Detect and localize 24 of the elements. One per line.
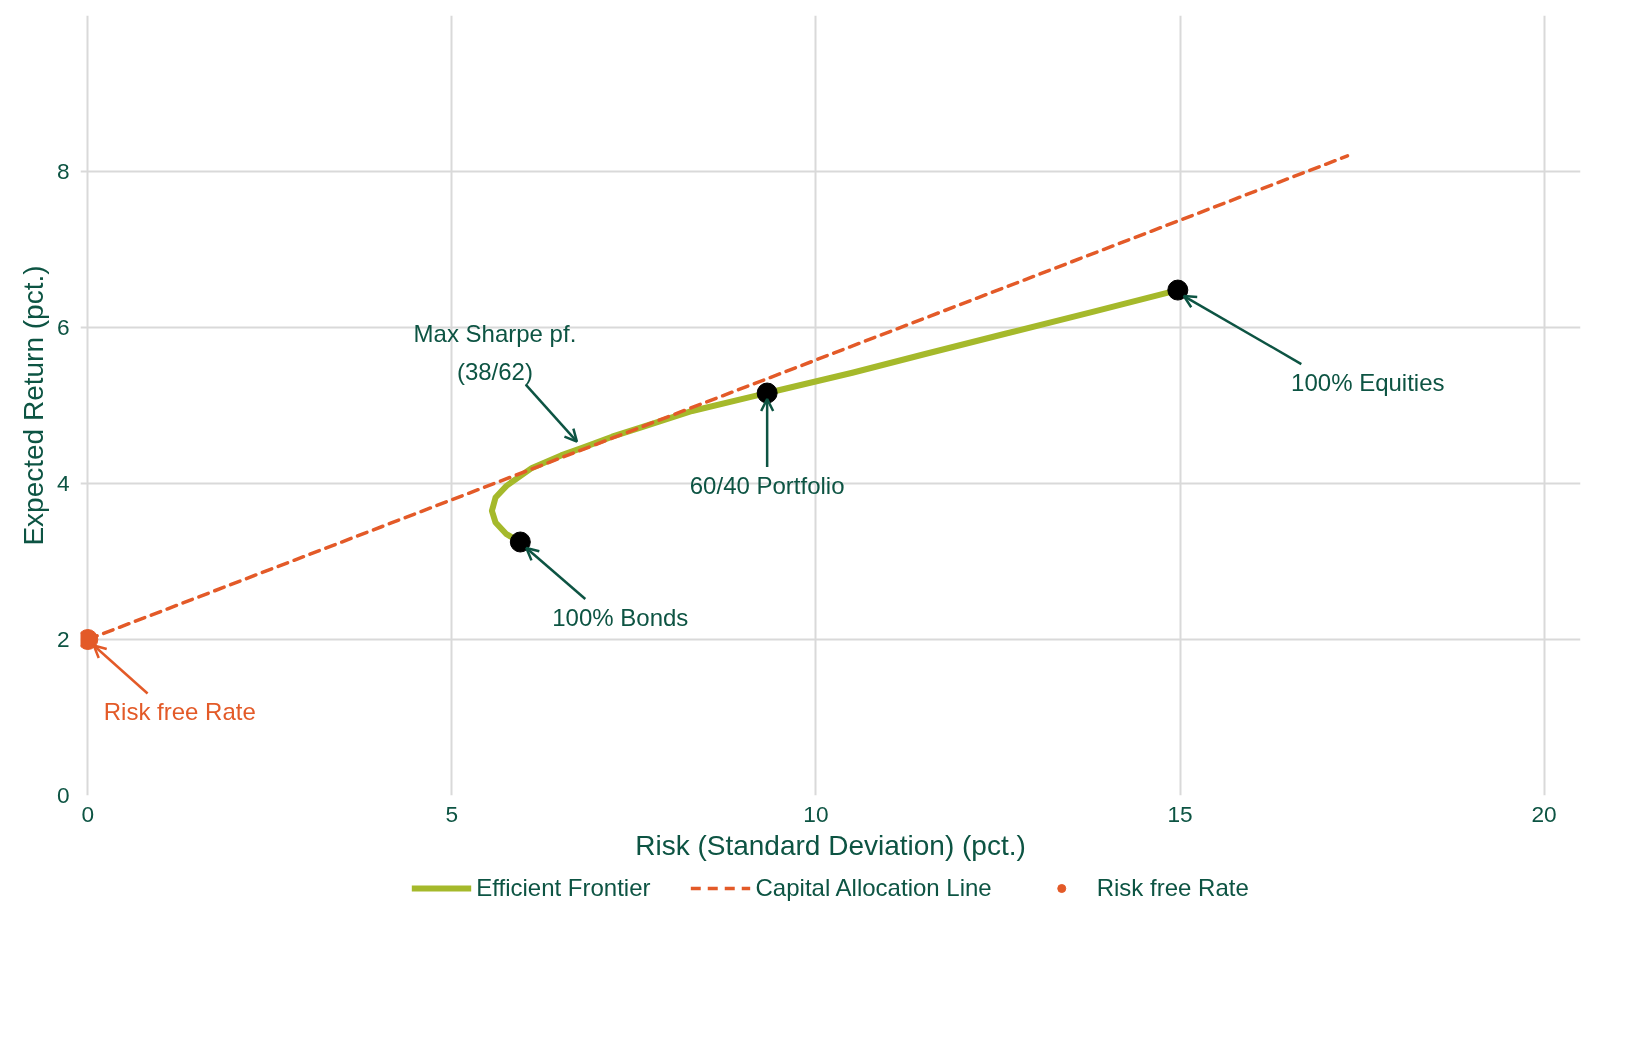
- annotation: 60/40 Portfolio: [689, 471, 845, 499]
- y-axis-title: Expected Return (pct.): [17, 265, 49, 546]
- y-tick-label: 6: [56, 314, 70, 340]
- point: [80, 629, 99, 650]
- annotation: Max Sharpe pf. (38/62): [413, 320, 577, 386]
- legend-label: Risk free Rate: [1096, 874, 1249, 902]
- x-tick-label: 0: [81, 800, 95, 827]
- x-tick-label: 15: [1167, 800, 1193, 827]
- point: [509, 531, 531, 553]
- legend-label: Efficient Frontier: [476, 874, 651, 902]
- x-tick-label: 20: [1531, 800, 1557, 827]
- y-tick-label: 4: [56, 470, 70, 496]
- annotation: 100% Equities: [1291, 368, 1445, 396]
- x-axis-title: Risk (Standard Deviation) (pct.): [635, 829, 1026, 861]
- annotation: 100% Bonds: [552, 603, 689, 631]
- x-tick-label: 5: [445, 800, 459, 827]
- annotation: Risk free Rate: [103, 698, 256, 725]
- point: [756, 382, 778, 404]
- point: [1167, 279, 1189, 301]
- legend-label: Capital Allocation Line: [755, 874, 992, 902]
- y-tick-label: 0: [56, 782, 70, 808]
- x-tick-label: 10: [803, 800, 829, 827]
- y-tick-label: 2: [56, 626, 70, 652]
- y-tick-label: 8: [56, 158, 70, 184]
